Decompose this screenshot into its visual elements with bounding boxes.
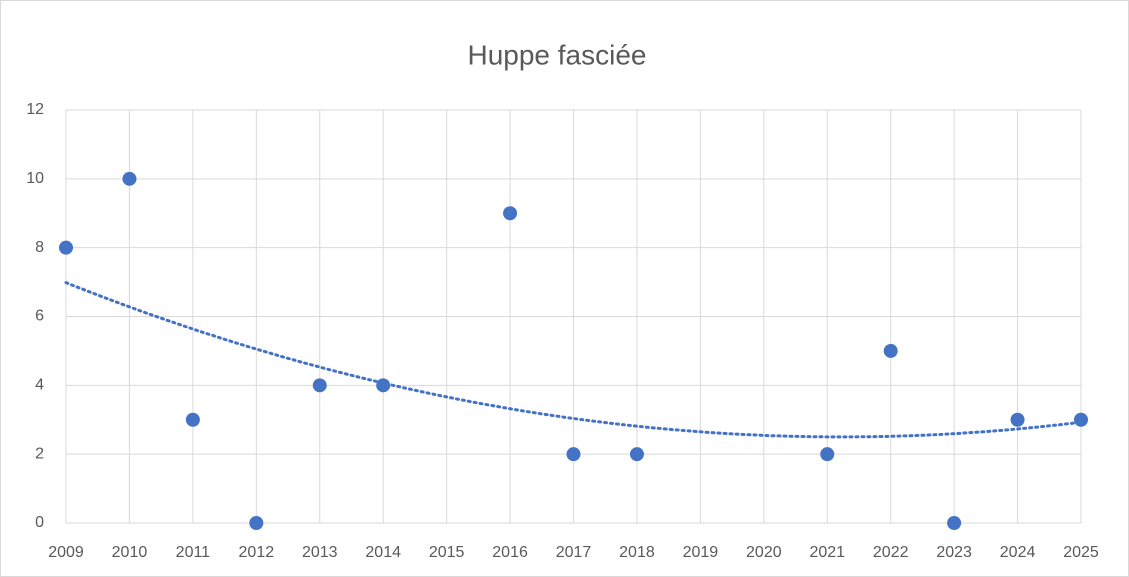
x-tick-label: 2015 (429, 544, 465, 561)
point (185, 412, 200, 427)
point (376, 378, 391, 393)
x-tick-label: 2023 (936, 544, 972, 561)
y-tick-label: 6 (35, 308, 44, 325)
x-tick-label: 2020 (746, 544, 782, 561)
point (566, 447, 581, 462)
x-tick-label: 2025 (1063, 544, 1099, 561)
x-tick-label: 2016 (492, 544, 528, 561)
y-tick-label: 4 (35, 377, 44, 394)
y-tick-label: 12 (26, 101, 44, 118)
x-tick-label: 2013 (302, 544, 338, 561)
y-tick-label: 0 (35, 514, 44, 531)
x-tick-label: 2010 (112, 544, 148, 561)
point (883, 343, 898, 358)
point (59, 240, 73, 255)
x-tick-label: 2022 (873, 544, 909, 561)
point (1010, 412, 1025, 427)
x-tick-label: 2017 (556, 544, 592, 561)
x-tick-label: 2024 (1000, 544, 1036, 561)
y-tick-label: 2 (35, 445, 44, 462)
y-tick-label: 10 (26, 170, 44, 187)
point (503, 206, 518, 221)
point (312, 378, 327, 393)
point (122, 171, 137, 186)
x-tick-label: 2018 (619, 544, 655, 561)
point (947, 516, 962, 530)
point (820, 447, 835, 462)
x-tick-label: 2021 (809, 544, 845, 561)
x-tick-label: 2009 (48, 544, 84, 561)
x-tick-label: 2019 (683, 544, 719, 561)
point (629, 447, 644, 462)
chart-title: Huppe fasciée (467, 39, 646, 70)
x-tick-label: 2014 (365, 544, 401, 561)
y-tick-label: 8 (35, 239, 44, 256)
x-tick-label: 2011 (176, 544, 211, 561)
point (1074, 412, 1088, 427)
x-tick-label: 2012 (239, 544, 275, 561)
trendline (64, 281, 1083, 439)
point (249, 516, 264, 530)
